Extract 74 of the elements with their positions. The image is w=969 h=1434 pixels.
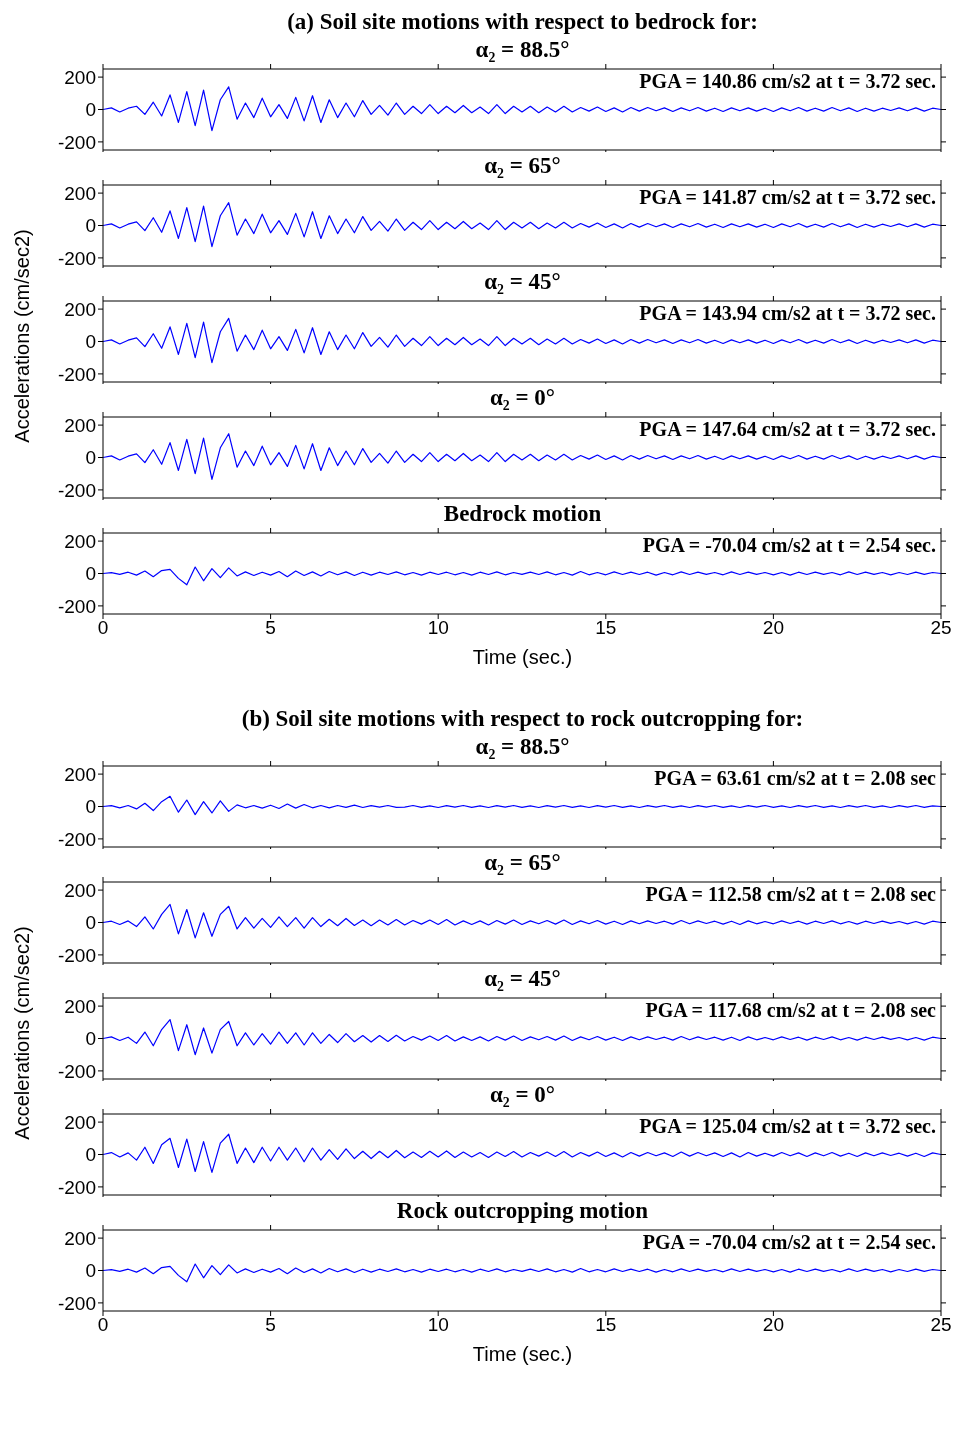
y-tick-label: -200 (57, 828, 96, 850)
x-tick-label: 10 (427, 617, 449, 639)
y-tick-label: 0 (85, 215, 96, 237)
y-tick-label: 200 (64, 414, 96, 436)
y-tick-label: 0 (85, 1028, 96, 1050)
y-tick-label: 0 (85, 99, 96, 121)
y-tick-label: -200 (57, 247, 96, 269)
y-tick-label: 200 (64, 530, 96, 552)
x-axis-title: Time (sec.) (471, 1343, 574, 1366)
y-tick-label: 0 (85, 1144, 96, 1166)
chart-title: α₂ = 0° (489, 1082, 556, 1107)
y-axis-title: Accelerations (cm/sec2) (10, 925, 34, 1140)
y-tick-label: 200 (64, 995, 96, 1017)
x-tick-label: 10 (427, 1314, 449, 1336)
line-series (103, 1133, 941, 1173)
annotation: PGA = -70.04 cm/s2 at t = 2.54 sec. (642, 1231, 936, 1254)
y-tick-label: -200 (57, 479, 96, 501)
chart-subtitle: α₂ = 88.5° (474, 733, 571, 761)
annotation: PGA = 147.64 cm/s2 at t = 3.72 sec. (639, 418, 936, 441)
y-tick-label: 0 (85, 563, 96, 585)
annotation: PGA = 140.86 cm/s2 at t = 3.72 sec. (639, 70, 936, 93)
y-tick-label: 200 (64, 1227, 96, 1249)
annotation: PGA = 63.61 cm/s2 at t = 2.08 sec (654, 767, 936, 790)
line-series (103, 903, 941, 939)
y-tick-label: 0 (85, 331, 96, 353)
x-tick-label: 5 (265, 1314, 276, 1336)
y-tick-label: 200 (64, 182, 96, 204)
line-series (103, 1018, 941, 1056)
line-series (103, 1263, 941, 1283)
annotation: PGA = 143.94 cm/s2 at t = 3.72 sec. (639, 302, 936, 325)
y-axis-title: Accelerations (cm/sec2) (10, 228, 34, 443)
chart-title: (b) Soil site motions with respect to rock outcropping for: (240, 705, 805, 733)
x-tick-label: 20 (762, 1314, 784, 1336)
line-series (103, 86, 941, 132)
y-tick-label: 0 (85, 912, 96, 934)
x-tick-label: 25 (930, 617, 952, 639)
x-tick-label: 5 (265, 617, 276, 639)
y-tick-label: -200 (57, 1292, 96, 1314)
line-series (103, 795, 941, 816)
line-series (103, 566, 941, 586)
chart-title: α₂ = 45° (484, 269, 561, 294)
y-tick-label: -200 (57, 1060, 96, 1082)
annotation: PGA = 125.04 cm/s2 at t = 3.72 sec. (639, 1115, 936, 1138)
x-tick-label: 20 (762, 617, 784, 639)
x-tick-label: 15 (595, 617, 617, 639)
line-series (103, 202, 941, 248)
y-tick-label: 200 (64, 66, 96, 88)
y-tick-label: 200 (64, 879, 96, 901)
y-tick-label: -200 (57, 944, 96, 966)
annotation: PGA = 112.58 cm/s2 at t = 2.08 sec (645, 883, 936, 906)
y-tick-label: 0 (85, 1260, 96, 1282)
chart-title: α₂ = 0° (489, 385, 556, 410)
chart-subtitle: α₂ = 88.5° (474, 36, 571, 64)
y-tick-label: 0 (85, 796, 96, 818)
x-tick-label: 25 (930, 1314, 952, 1336)
annotation: PGA = -70.04 cm/s2 at t = 2.54 sec. (642, 534, 936, 557)
chart-title: α₂ = 65° (483, 152, 562, 180)
y-tick-label: -200 (57, 131, 96, 153)
annotation: PGA = 117.68 cm/s2 at t = 2.08 sec (645, 999, 936, 1022)
y-tick-label: 200 (64, 1111, 96, 1133)
y-tick-label: -200 (57, 595, 96, 617)
y-tick-label: -200 (57, 1176, 96, 1198)
x-tick-label: 15 (595, 1314, 617, 1336)
y-tick-label: 200 (64, 763, 96, 785)
y-tick-label: 0 (85, 447, 96, 469)
chart-title: α₂ = 65° (483, 849, 562, 877)
chart-title: (a) Soil site motions with respect to bedrock for: (286, 8, 759, 36)
chart-title: α₂ = 45° (484, 966, 561, 991)
y-tick-label: 200 (64, 298, 96, 320)
annotation: PGA = 141.87 cm/s2 at t = 3.72 sec. (639, 186, 936, 209)
chart-title: Rock outcropping motion (395, 1197, 650, 1225)
y-tick-label: -200 (57, 363, 96, 385)
chart-title: Bedrock motion (442, 500, 603, 528)
x-axis-title: Time (sec.) (471, 646, 574, 669)
